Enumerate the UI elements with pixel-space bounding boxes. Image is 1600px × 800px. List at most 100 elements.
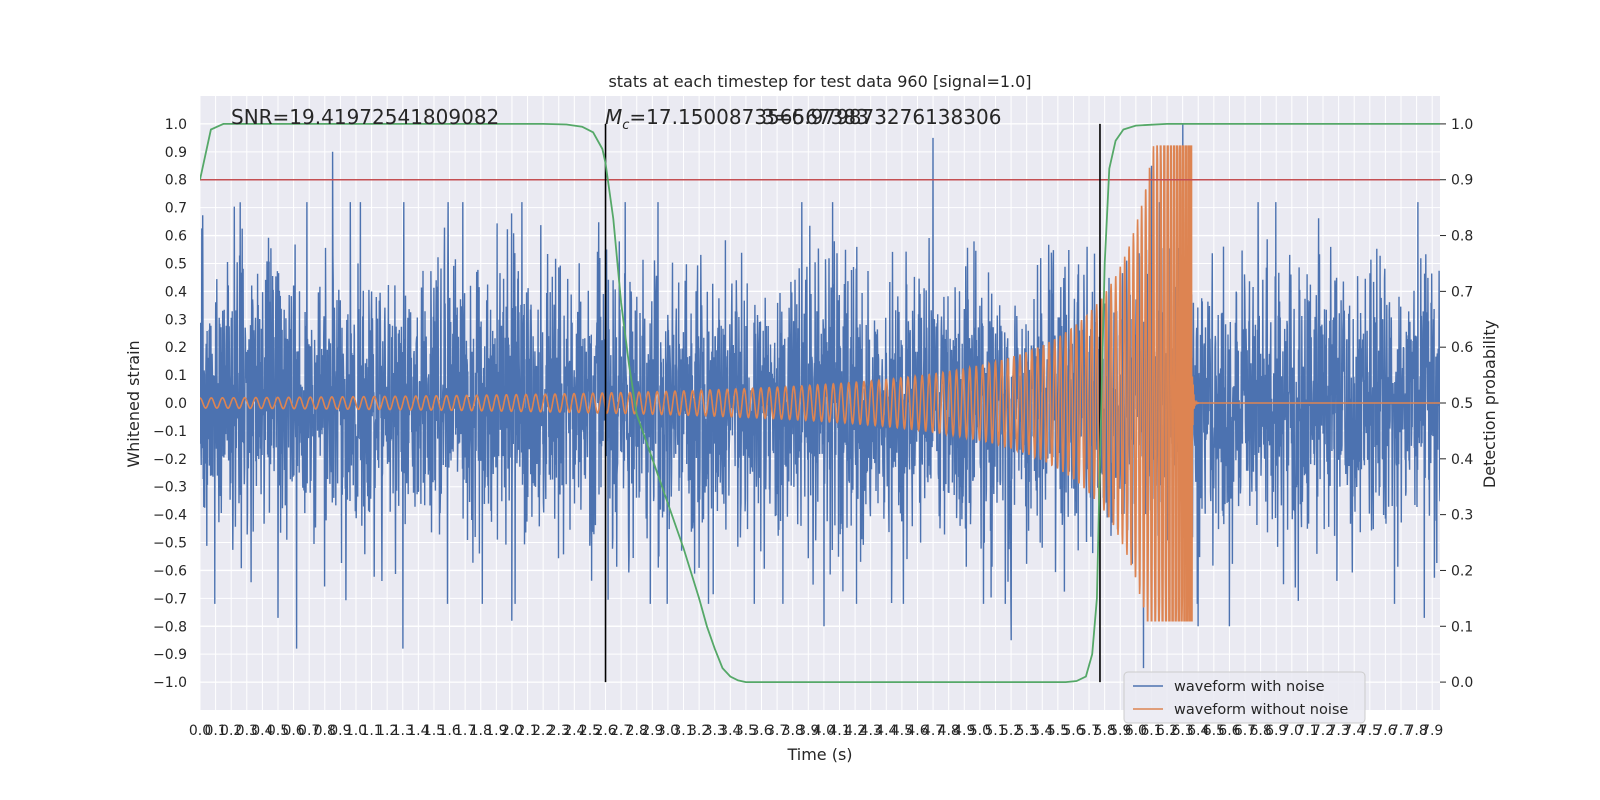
x-tick-label: 3.9	[797, 723, 819, 739]
x-tick-label: 6.6	[1218, 723, 1240, 739]
x-tick-label: 3.6	[750, 723, 772, 739]
legend-entry-noise: waveform with noise	[1174, 679, 1325, 695]
x-tick-label: 1.2	[376, 723, 398, 739]
x-tick-label: 3.4	[719, 723, 741, 739]
x-tick-label: 6.2	[1156, 723, 1178, 739]
x-tick-label: 6.9	[1265, 723, 1287, 739]
y2-tick-label: 0.3	[1451, 508, 1473, 524]
x-tick-label: 2.6	[594, 723, 616, 739]
x-tick-label: 1.8	[470, 723, 492, 739]
x-tick-label: 5.3	[1016, 723, 1038, 739]
y2-tick-label: 0.6	[1451, 340, 1473, 356]
x-tick-label: 7.7	[1390, 723, 1412, 739]
x-tick-label: 6.5	[1203, 723, 1225, 739]
x-tick-label: 1.6	[438, 723, 460, 739]
x-tick-label: 0.3	[236, 723, 258, 739]
chart-title: stats at each timestep for test data 960…	[608, 72, 1031, 91]
y-axis-label: Whitened strain	[124, 340, 143, 467]
y-tick-label: 0.2	[165, 340, 187, 356]
x-tick-label: 6.7	[1234, 723, 1256, 739]
y-tick-label: 0.1	[165, 368, 187, 384]
x-tick-label: 5.6	[1062, 723, 1084, 739]
y-tick-label: −0.9	[153, 647, 187, 663]
y2-tick-label: 0.0	[1451, 675, 1473, 691]
x-tick-label: 0.8	[314, 723, 336, 739]
legend-box	[1123, 671, 1366, 724]
y2-tick-label: 0.9	[1451, 173, 1473, 189]
x-tick-label: 3.2	[688, 723, 710, 739]
x-tick-label: 3.7	[766, 723, 788, 739]
x-tick-label: 0.5	[267, 723, 289, 739]
x-tick-label: 4.7	[922, 723, 944, 739]
x-tick-label: 0.6	[282, 723, 304, 739]
x-tick-label: 1.3	[392, 723, 414, 739]
y2-tick-label: 0.2	[1451, 563, 1473, 579]
x-tick-label: 2.0	[501, 723, 523, 739]
x-tick-label: 1.1	[360, 723, 382, 739]
x-tick-label: 7.4	[1343, 723, 1365, 739]
y-tick-label: −0.4	[153, 508, 187, 524]
y-tick-label: −1.0	[153, 675, 187, 691]
x-tick-label: 2.7	[610, 723, 632, 739]
y-tick-label: 0.4	[165, 284, 187, 300]
x-tick-label: 0.9	[329, 723, 351, 739]
y2-tick-label: 0.7	[1451, 284, 1473, 300]
x-tick-label: 7.2	[1312, 723, 1334, 739]
y-tick-label: −0.6	[153, 563, 187, 579]
x-tick-label: 0.7	[298, 723, 320, 739]
x-tick-label: 1.4	[407, 723, 429, 739]
snr-annotation: SNR=19.41972541809082	[231, 105, 499, 129]
y-tick-label: 0.3	[165, 312, 187, 328]
y-tick-label: −0.8	[153, 619, 187, 635]
x-tick-label: 0.0	[189, 723, 211, 739]
y-tick-label: 0.7	[165, 201, 187, 217]
x-tick-label: 5.1	[984, 723, 1006, 739]
x-tick-label: 7.9	[1421, 723, 1443, 739]
y-tick-label: −0.5	[153, 536, 187, 552]
series-waveform-with-noise	[200, 123, 1440, 669]
y2-tick-label: 0.5	[1451, 396, 1473, 412]
x-tick-label: 0.2	[220, 723, 242, 739]
x-tick-label: 6.0	[1125, 723, 1147, 739]
x-tick-label: 4.4	[875, 723, 897, 739]
x-tick-label: 6.8	[1249, 723, 1271, 739]
x-tick-label: 5.5	[1047, 723, 1069, 739]
y-tick-label: 0.9	[165, 145, 187, 161]
x-tick-label: 5.9	[1109, 723, 1131, 739]
y2-tick-label: 0.8	[1451, 229, 1473, 245]
x-tick-label: 4.8	[938, 723, 960, 739]
x-tick-label: 4.0	[813, 723, 835, 739]
x-tick-label: 7.3	[1327, 723, 1349, 739]
x-tick-label: 4.5	[891, 723, 913, 739]
x-tick-label: 4.6	[906, 723, 928, 739]
y-tick-label: 0.0	[165, 396, 187, 412]
chirp-mass-subscript: c	[622, 118, 629, 133]
y2-tick-label: 1.0	[1451, 117, 1473, 133]
y2-tick-label: 0.1	[1451, 619, 1473, 635]
x-tick-label: 3.1	[672, 723, 694, 739]
x-tick-label: 4.2	[844, 723, 866, 739]
x-tick-label: 3.5	[735, 723, 757, 739]
x-tick-label: 2.1	[516, 723, 538, 739]
x-tick-label: 5.8	[1094, 723, 1116, 739]
x-tick-label: 5.0	[969, 723, 991, 739]
y2-axis-label: Detection probability	[1480, 320, 1499, 488]
y-tick-label: 0.5	[165, 256, 187, 272]
y-tick-label: −0.3	[153, 480, 187, 496]
x-tick-label: 6.3	[1172, 723, 1194, 739]
y2-tick-label: 0.4	[1451, 452, 1473, 468]
x-tick-label: 6.4	[1187, 723, 1209, 739]
chirp-mass-annotation: Mc=17.150087356567383	[605, 105, 869, 133]
x-tick-label: 1.0	[345, 723, 367, 739]
x-tick-label: 2.2	[532, 723, 554, 739]
x-tick-label: 7.5	[1359, 723, 1381, 739]
x-tick-label: 5.4	[1031, 723, 1053, 739]
y-tick-label: −0.7	[153, 591, 187, 607]
series-detection-probability	[200, 123, 1440, 683]
x-tick-label: 1.7	[454, 723, 476, 739]
x-tick-label: 3.3	[704, 723, 726, 739]
x-tick-label: 3.0	[657, 723, 679, 739]
x-tick-label: 1.9	[485, 723, 507, 739]
y-tick-label: 0.6	[165, 229, 187, 245]
